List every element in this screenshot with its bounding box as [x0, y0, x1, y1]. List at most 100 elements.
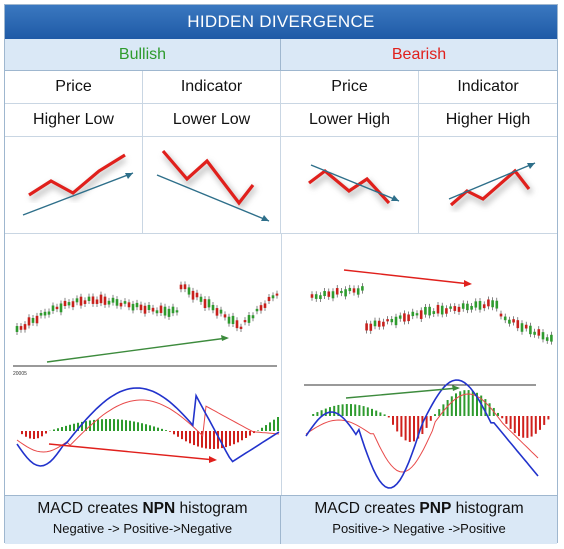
histogram-bar [101, 419, 103, 431]
histogram-bar [509, 416, 512, 429]
trend-arrow [22, 172, 134, 216]
candle-body [119, 302, 123, 307]
histogram-bar [383, 414, 386, 416]
arrow-head-icon [464, 280, 472, 287]
candle-body [223, 314, 227, 318]
candle-body [319, 295, 322, 300]
bullish-footer: MACD creates NPN histogram Negative -> P… [5, 495, 281, 544]
histogram-bar [417, 416, 420, 439]
candle-body [503, 316, 507, 321]
histogram-bar [471, 390, 474, 416]
candle-body [135, 302, 139, 308]
candle-body [75, 298, 79, 303]
histogram-bar [277, 417, 279, 431]
candle-body [394, 316, 398, 326]
histogram-bar [245, 431, 247, 438]
bullish-price-trend: Higher Low [5, 104, 143, 137]
arrow-head-icon [391, 195, 399, 201]
histogram-bar [488, 403, 491, 416]
macd-line [305, 379, 539, 489]
histogram-bar [341, 404, 344, 416]
histogram-bar [497, 412, 499, 416]
candle-body [275, 293, 279, 296]
histogram-bar [434, 414, 436, 416]
candle-body [327, 291, 331, 297]
histogram-bar [501, 416, 504, 419]
candle-body [191, 290, 195, 300]
bullish-header: Bullish [5, 39, 281, 71]
histogram-bar [129, 420, 131, 431]
histogram-bar [450, 396, 453, 416]
candle-body [71, 301, 75, 308]
candle-body [171, 306, 175, 314]
candle-body [27, 317, 31, 326]
candle-body [541, 332, 545, 340]
trend-arrow [448, 162, 536, 200]
candle-body [411, 311, 415, 317]
candle-body [167, 308, 171, 317]
higher-high-line [449, 168, 531, 207]
bearish-price-sketch [308, 164, 400, 209]
table-title: HIDDEN DIVERGENCE [5, 5, 557, 39]
candle-body [424, 306, 427, 315]
histogram-bar [358, 405, 361, 416]
candle-body [344, 289, 347, 297]
histogram-bar [21, 431, 23, 435]
histogram-bar [137, 422, 139, 431]
histogram-bar [221, 431, 223, 449]
histogram-bar [29, 431, 31, 439]
histogram-bar [97, 419, 99, 431]
candle-body [267, 296, 271, 302]
bearish-footer-sequence: Positive-> Negative ->Positive [332, 521, 506, 536]
indicator-trend-arrow [48, 443, 216, 461]
candle-body [259, 305, 263, 311]
histogram-bar [269, 422, 271, 431]
price-trend-arrow [343, 269, 471, 285]
histogram-bar [177, 431, 179, 437]
bearish-price-sketch-cell [281, 137, 419, 234]
histogram-bar [513, 416, 516, 434]
histogram-bar [121, 419, 123, 431]
candle-body [508, 319, 511, 324]
candle-body [87, 296, 91, 301]
footer-suffix: histogram [451, 500, 524, 517]
candle-body [440, 305, 444, 315]
histogram-bar [213, 431, 215, 449]
column-divider [281, 234, 282, 495]
candle-body [47, 311, 51, 315]
histogram-bar [65, 425, 67, 431]
histogram-bar [366, 407, 369, 416]
histogram-bar [265, 425, 267, 431]
candle-body [369, 323, 373, 331]
histogram-bar [217, 431, 219, 449]
histogram-bar [354, 404, 357, 416]
candle-body [466, 303, 469, 311]
lower-high-line [308, 168, 391, 205]
candle-body [43, 311, 47, 316]
candle-body [35, 315, 39, 324]
candle-body [139, 304, 143, 311]
candle-body [151, 307, 155, 312]
histogram-bar [371, 408, 373, 416]
candle-body [211, 304, 215, 311]
histogram-bar [205, 431, 207, 449]
candle-body [147, 304, 151, 311]
candle-body [529, 325, 532, 335]
candle-body [398, 315, 402, 319]
histogram-bar [181, 431, 183, 440]
footer-suffix: histogram [175, 500, 248, 517]
candle-body [163, 306, 167, 316]
histogram-bar [320, 410, 323, 416]
histogram-bar [518, 416, 520, 437]
histogram-bar [197, 431, 199, 447]
candle-body [335, 288, 339, 295]
candle-body [55, 306, 59, 310]
candle-body [356, 288, 360, 295]
candle-body [67, 302, 71, 306]
bullish-indicator-trend: Lower Low [143, 104, 281, 137]
bearish-header: Bearish [281, 39, 557, 71]
candle-body [63, 300, 67, 307]
histogram-bar [141, 423, 143, 431]
histogram-bar [201, 431, 203, 448]
histogram-bar [105, 419, 107, 431]
